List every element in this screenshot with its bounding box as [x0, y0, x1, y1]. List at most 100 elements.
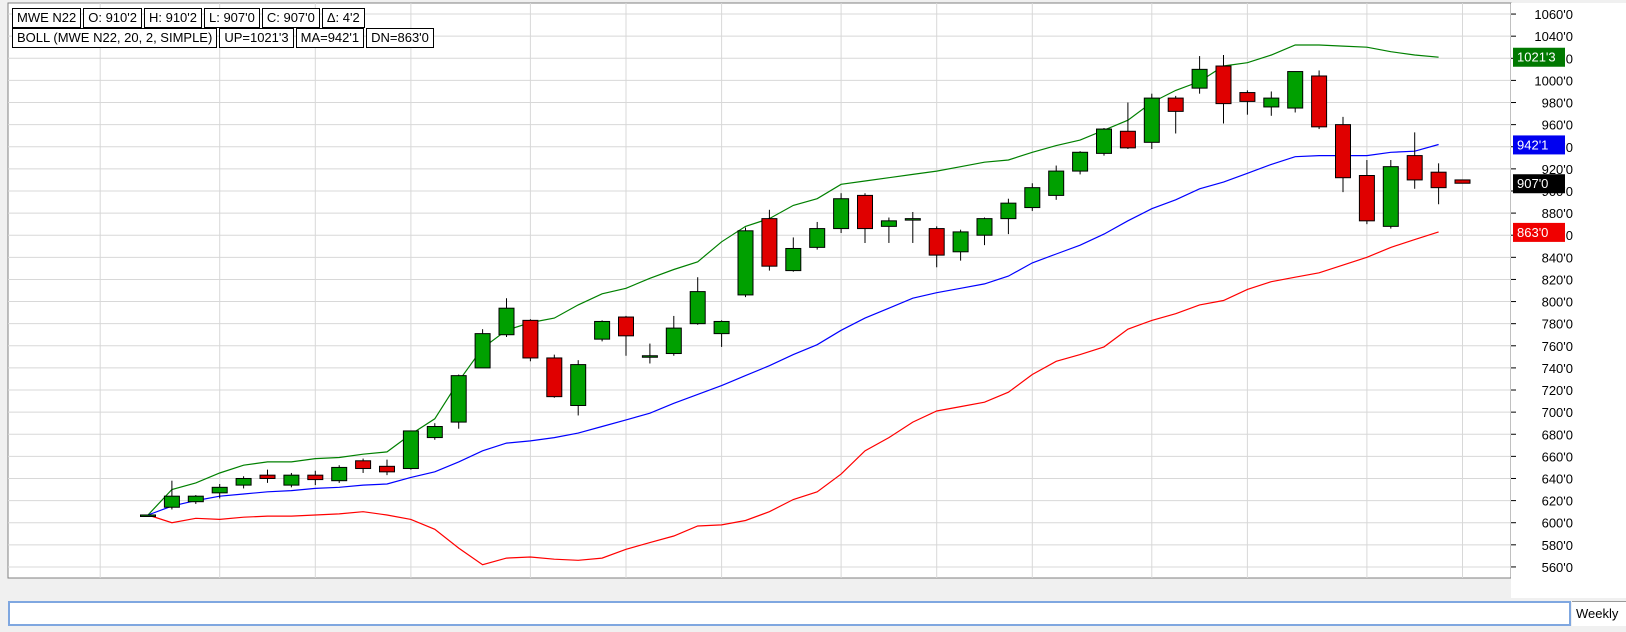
- candle-body: [1191, 68, 1208, 89]
- y-tick-label: 680'0: [1542, 427, 1573, 442]
- period-label[interactable]: Weekly: [1576, 606, 1619, 621]
- y-tick-label: 720'0: [1542, 383, 1573, 398]
- y-tick-label: 760'0: [1542, 339, 1573, 354]
- candle-body: [1287, 71, 1304, 109]
- candle-body: [1024, 187, 1041, 209]
- study-label[interactable]: BOLL (MWE N22, 20, 2, SIMPLE): [12, 28, 218, 48]
- candle-body: [952, 231, 969, 253]
- lower-band-label: DN=863'0: [366, 28, 434, 48]
- y-tick-label: 620'0: [1542, 494, 1573, 509]
- candle-body: [1430, 171, 1447, 189]
- study-header: BOLL (MWE N22, 20, 2, SIMPLE) UP=1021'3 …: [12, 28, 436, 48]
- low-label: L: 907'0: [204, 8, 260, 28]
- candle-body: [785, 247, 802, 272]
- candle-body: [594, 320, 611, 340]
- last-value-tag: [1513, 47, 1565, 67]
- candle-body: [331, 466, 348, 482]
- y-tick-label: 1000'0: [1534, 73, 1573, 88]
- candle-body: [689, 291, 706, 325]
- candle-body: [355, 460, 372, 470]
- candle-body: [1143, 97, 1160, 143]
- candle-body: [1072, 151, 1089, 172]
- middle-bollinger-band: [147, 143, 1439, 516]
- candle-body: [211, 486, 228, 494]
- candle-body: [546, 357, 563, 398]
- candle-body: [259, 474, 276, 479]
- change-label: Δ: 4'2: [321, 8, 365, 28]
- candle-body: [1215, 65, 1232, 105]
- y-tick-label: 980'0: [1542, 96, 1573, 111]
- last-value-tag: [1513, 135, 1565, 155]
- candle-body: [1239, 92, 1256, 102]
- last-value-label: 1021'3: [1517, 50, 1556, 65]
- candle-body: [1119, 130, 1136, 149]
- y-tick-label: 920'0: [1542, 162, 1573, 177]
- last-value-label: 942'1: [1517, 137, 1548, 152]
- y-tick-label: 800'0: [1542, 295, 1573, 310]
- price-header: MWE N22 O: 910'2 H: 910'2 L: 907'0 C: 90…: [12, 8, 367, 28]
- candle-body: [713, 320, 730, 335]
- y-tick-label: 740'0: [1542, 361, 1573, 376]
- y-tick-label: 580'0: [1542, 538, 1573, 553]
- lower-bollinger-band: [147, 231, 1439, 566]
- candle-body: [426, 426, 443, 439]
- plot-area: [7, 2, 1512, 579]
- candle-body: [641, 355, 658, 358]
- high-label: H: 910'2: [143, 8, 202, 28]
- y-tick-label: 1040'0: [1534, 29, 1573, 44]
- candle-body: [737, 230, 754, 296]
- candle-body: [976, 218, 993, 236]
- candle-body: [618, 316, 634, 337]
- upper-band-label: UP=1021'3: [219, 28, 294, 48]
- candle-body: [880, 220, 897, 227]
- y-tick-label: 840'0: [1542, 250, 1573, 265]
- candle-body: [163, 495, 180, 508]
- y-tick-label: 880'0: [1542, 206, 1573, 221]
- y-tick-label: 660'0: [1542, 449, 1573, 464]
- time-axis-bar[interactable]: [8, 601, 1571, 626]
- candle-body: [928, 228, 945, 256]
- candle-body: [833, 198, 850, 230]
- candle-body: [1048, 170, 1065, 196]
- candle-body: [307, 474, 324, 481]
- candle-body: [857, 194, 873, 230]
- y-tick-label: 960'0: [1542, 118, 1573, 133]
- y-tick-label: 820'0: [1542, 272, 1573, 287]
- last-value-label: 863'0: [1517, 225, 1548, 240]
- candle-body: [1382, 166, 1399, 227]
- last-value-label: 907'0: [1517, 176, 1548, 191]
- candle-body: [1167, 97, 1184, 112]
- candle-body: [1311, 75, 1328, 128]
- candle-body: [761, 218, 778, 267]
- period-box[interactable]: [1572, 601, 1626, 626]
- candle-body: [1263, 97, 1280, 108]
- candle-body: [379, 465, 395, 473]
- candle-body: [1335, 124, 1351, 179]
- middle-band-label: MA=942'1: [295, 28, 365, 48]
- candle-body: [1358, 175, 1375, 222]
- candle-body: [1406, 155, 1423, 181]
- y-tick-label: 560'0: [1542, 560, 1573, 575]
- candle-body: [1000, 202, 1017, 220]
- close-label: C: 907'0: [261, 8, 320, 28]
- open-label: O: 910'2: [83, 8, 142, 28]
- symbol-label[interactable]: MWE N22: [12, 8, 82, 28]
- candle-body: [1096, 128, 1112, 154]
- candle-body: [570, 364, 587, 407]
- candle-body: [235, 477, 252, 486]
- y-tick-label: 780'0: [1542, 317, 1573, 332]
- y-tick-label: 1060'0: [1534, 7, 1573, 22]
- candle-body: [665, 327, 682, 355]
- candle-body: [809, 228, 826, 248]
- candle-body: [522, 319, 539, 359]
- candle-body: [474, 333, 491, 369]
- candle-body: [498, 307, 515, 336]
- y-tick-label: 640'0: [1542, 471, 1573, 486]
- candle-body: [450, 375, 467, 423]
- y-tick-label: 600'0: [1542, 516, 1573, 531]
- last-value-tag: [1513, 222, 1565, 242]
- y-axis-area: [1511, 3, 1626, 598]
- candle-body: [187, 495, 204, 503]
